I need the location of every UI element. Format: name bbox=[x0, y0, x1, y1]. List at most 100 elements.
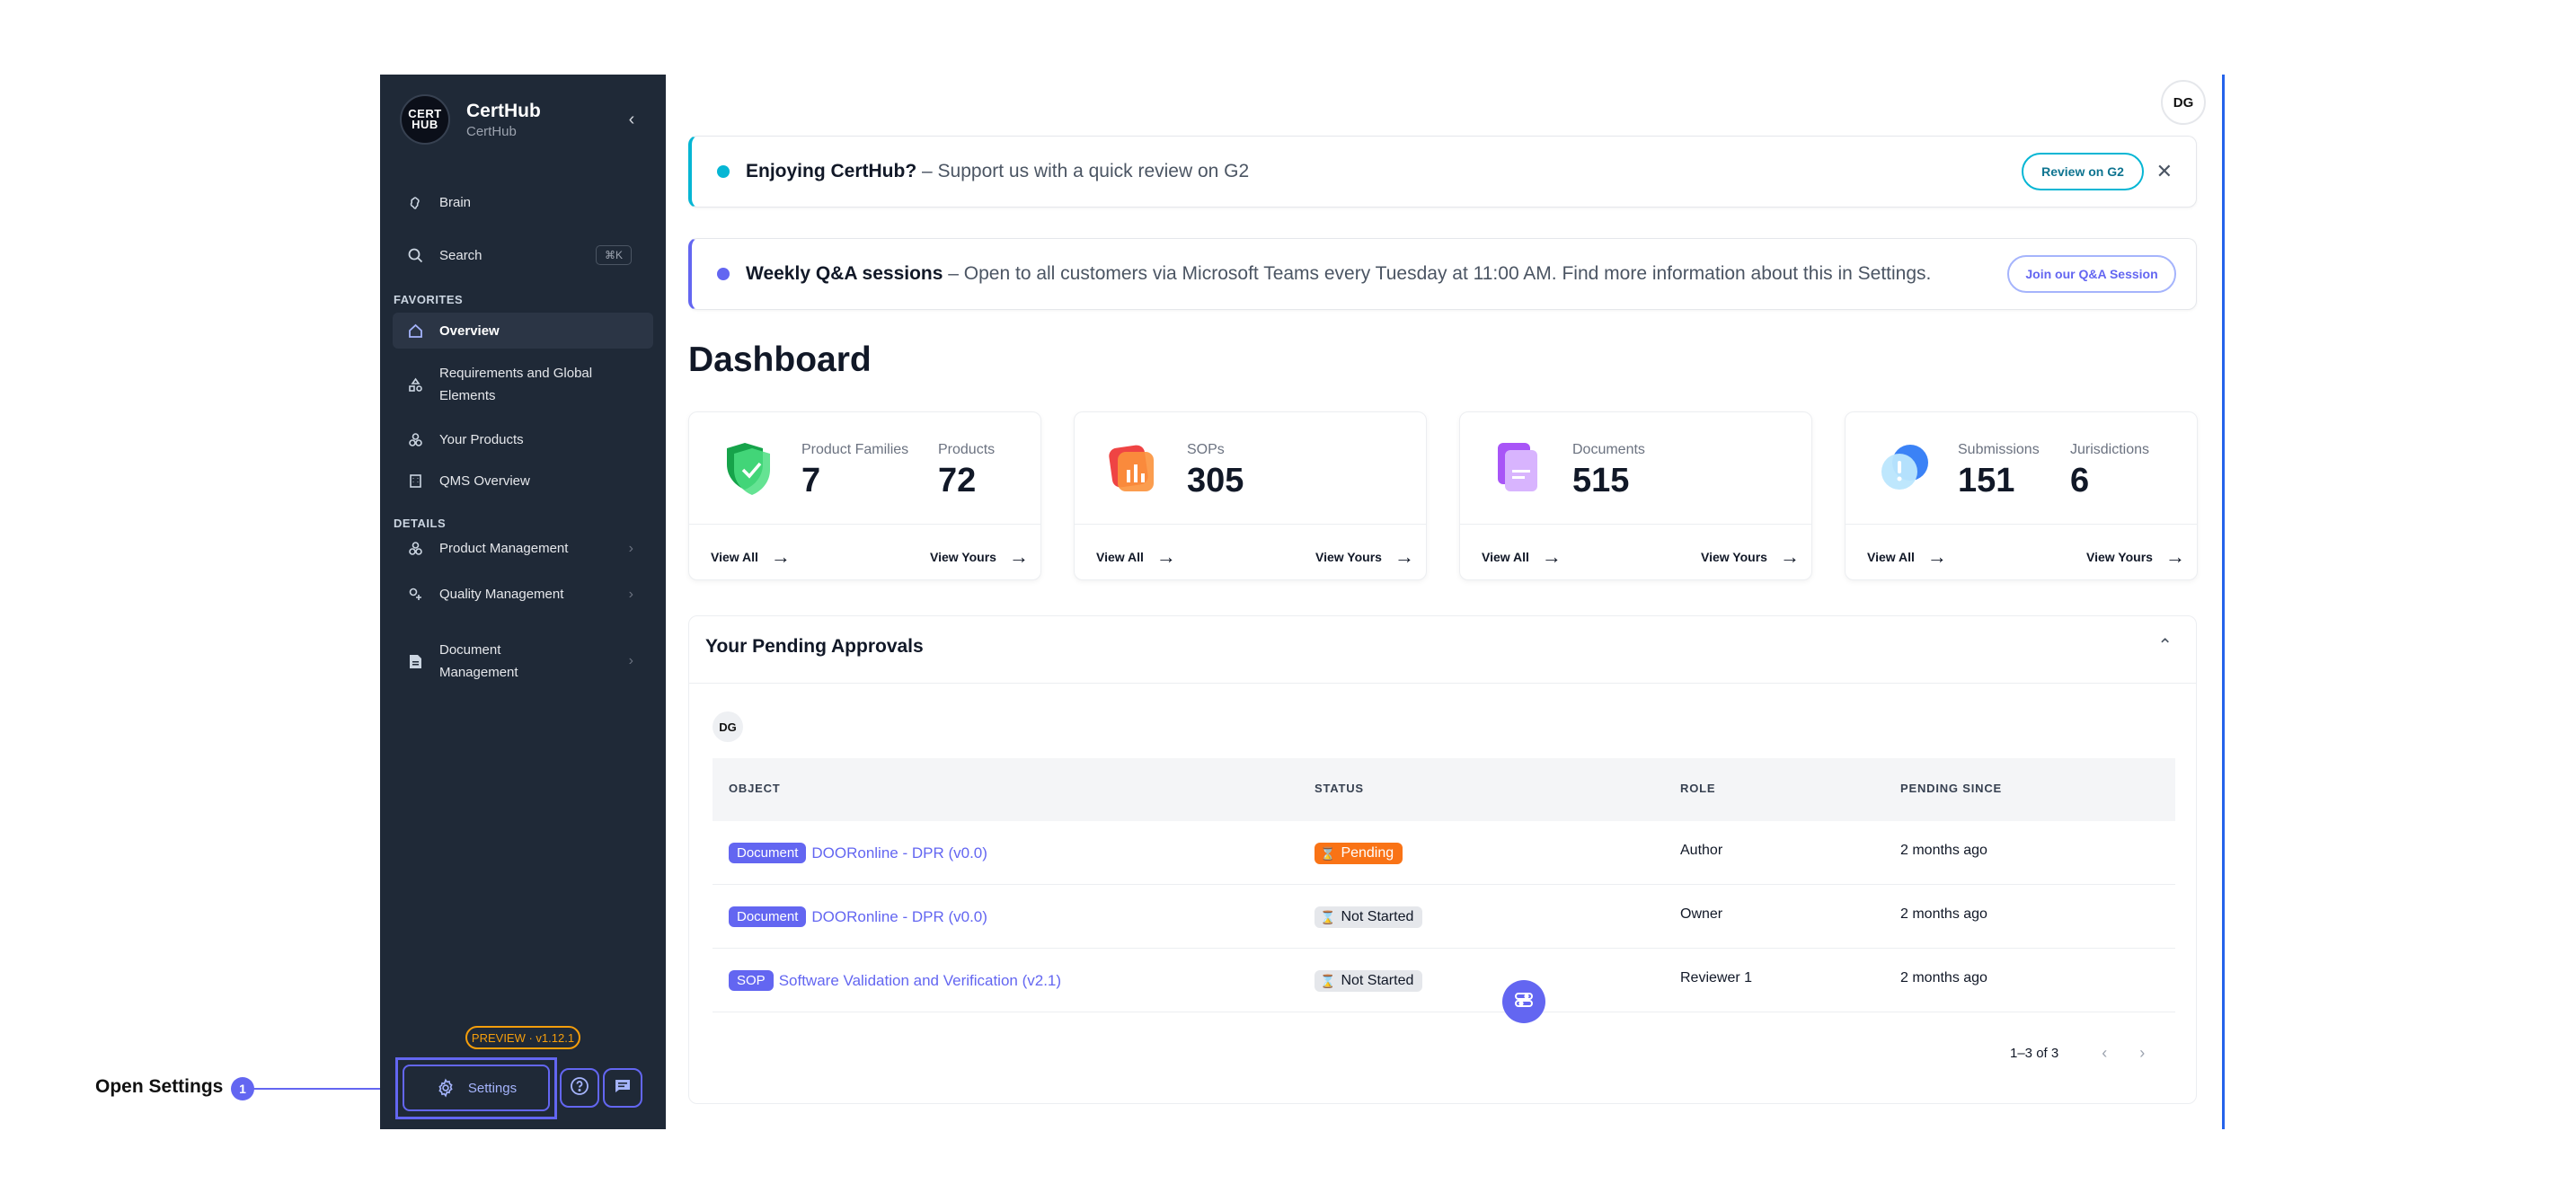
arrow-right-icon: → bbox=[1155, 545, 1176, 568]
search-icon bbox=[405, 246, 425, 266]
sidebar-item-label: Your Products bbox=[439, 432, 524, 447]
details-section-label: DETAILS bbox=[394, 517, 447, 530]
view-all-link[interactable]: View All → bbox=[711, 545, 791, 569]
quick-actions-button[interactable] bbox=[1502, 980, 1545, 1023]
sidebar-item-label: Quality Management bbox=[439, 587, 564, 602]
arrow-right-icon: → bbox=[770, 545, 791, 568]
card-divider bbox=[1075, 524, 1426, 525]
favorites-section-label: FAVORITES bbox=[394, 293, 464, 306]
pending-approvals-panel: Your Pending Approvals ⌃ DG OBJECT STATU… bbox=[688, 615, 2197, 1104]
user-filter-avatar[interactable]: DG bbox=[713, 711, 743, 742]
annotation-connector bbox=[244, 1088, 395, 1090]
stat-value: 7 bbox=[801, 462, 821, 499]
shapes-icon bbox=[405, 375, 425, 394]
link-label: View All bbox=[711, 550, 758, 564]
stat-card-sops: SOPs 305 View All → View Yours → bbox=[1074, 411, 1427, 580]
object-type-badge: SOP bbox=[729, 970, 774, 991]
stat-label: SOPs bbox=[1187, 442, 1225, 457]
arrow-right-icon: → bbox=[1779, 545, 1800, 568]
object-cell[interactable]: Document DOORonline - DPR (v0.0) bbox=[729, 906, 987, 927]
card-divider bbox=[689, 524, 1040, 525]
object-cell[interactable]: SOP Software Validation and Verification… bbox=[729, 970, 1061, 991]
sidebar-item-requirements[interactable]: Requirements and Global Elements bbox=[393, 362, 635, 407]
chat-button[interactable] bbox=[603, 1068, 642, 1108]
pending-since-cell: 2 months ago bbox=[1900, 906, 1987, 922]
brand[interactable]: CERT HUB CertHub CertHub bbox=[400, 94, 541, 145]
chevron-left-icon[interactable]: ‹ bbox=[2102, 1044, 2108, 1062]
column-header[interactable]: ROLE bbox=[1680, 782, 1716, 795]
chevron-up-icon[interactable]: ⌃ bbox=[2157, 636, 2173, 656]
stat-label: Product Families bbox=[801, 442, 909, 457]
divider bbox=[689, 683, 2196, 684]
status-badge: ⌛ Not Started bbox=[1315, 906, 1423, 928]
object-link[interactable]: DOORonline - DPR (v0.0) bbox=[811, 844, 987, 862]
view-yours-link[interactable]: View Yours → bbox=[1315, 545, 1414, 569]
banner-text: Weekly Q&A sessions – Open to all custom… bbox=[746, 263, 1931, 285]
object-link[interactable]: DOORonline - DPR (v0.0) bbox=[811, 907, 987, 925]
column-header[interactable]: PENDING SINCE bbox=[1900, 782, 2002, 795]
user-avatar[interactable]: DG bbox=[2161, 80, 2206, 125]
quality-icon bbox=[405, 585, 425, 605]
sidebar-item-your-products[interactable]: Your Products bbox=[393, 429, 653, 451]
building-icon bbox=[405, 472, 425, 491]
stat-products: Products 72 bbox=[938, 442, 995, 500]
link-label: View Yours bbox=[1315, 550, 1382, 564]
stat-documents: Documents 515 bbox=[1572, 442, 1645, 500]
banner-dot bbox=[717, 268, 730, 280]
help-icon bbox=[570, 1076, 589, 1100]
chevron-right-icon[interactable]: › bbox=[2139, 1044, 2146, 1062]
stat-label: Jurisdictions bbox=[2070, 442, 2150, 457]
sidebar-item-quality-management[interactable]: Quality Management › bbox=[393, 583, 653, 605]
document-stack-icon bbox=[1489, 439, 1548, 499]
link-label: View All bbox=[1482, 550, 1529, 564]
status-badge: ⌛ Not Started bbox=[1315, 970, 1423, 992]
sidebar-item-document-management[interactable]: Document Management › bbox=[393, 639, 635, 684]
review-on-g2-button[interactable]: Review on G2 bbox=[2022, 153, 2144, 190]
sidebar-item-product-management[interactable]: Product Management › bbox=[393, 537, 653, 560]
sidebar-item-label: Product Management bbox=[439, 541, 569, 556]
column-header[interactable]: STATUS bbox=[1315, 782, 1364, 795]
collapse-sidebar-icon[interactable]: ‹ bbox=[628, 109, 635, 129]
join-qa-session-button[interactable]: Join our Q&A Session bbox=[2007, 255, 2176, 293]
page-title: Dashboard bbox=[688, 340, 872, 379]
status-label: Not Started bbox=[1341, 973, 1414, 988]
card-divider bbox=[1846, 524, 2197, 525]
role-cell: Reviewer 1 bbox=[1680, 970, 1753, 985]
role-cell: Owner bbox=[1680, 906, 1723, 922]
status-cell: ⌛ Not Started bbox=[1315, 970, 1423, 992]
view-all-link[interactable]: View All → bbox=[1867, 545, 1947, 569]
version-badge: PREVIEW · v1.12.1 bbox=[465, 1026, 580, 1049]
close-icon[interactable]: ✕ bbox=[2156, 160, 2173, 182]
object-cell[interactable]: Document DOORonline - DPR (v0.0) bbox=[729, 843, 987, 863]
table-row[interactable]: Document DOORonline - DPR (v0.0) ⌛ Not St… bbox=[713, 885, 2175, 949]
annotation-badge: 1 bbox=[231, 1077, 254, 1100]
annotation-label: Open Settings bbox=[95, 1076, 224, 1097]
stat-value: 151 bbox=[1958, 462, 2015, 499]
status-label: Pending bbox=[1341, 845, 1394, 861]
brand-name: CertHub bbox=[466, 100, 541, 121]
object-link[interactable]: Software Validation and Verification (v2… bbox=[778, 971, 1062, 989]
settings-button[interactable]: Settings bbox=[403, 1065, 550, 1111]
table-row[interactable]: Document DOORonline - DPR (v0.0) ⌛ Pendin… bbox=[713, 821, 2175, 885]
sidebar-item-search[interactable]: Search bbox=[393, 244, 653, 267]
stat-sops: SOPs 305 bbox=[1187, 442, 1244, 500]
view-all-link[interactable]: View All → bbox=[1482, 545, 1562, 569]
help-button[interactable] bbox=[560, 1068, 599, 1108]
object-type-badge: Document bbox=[729, 843, 807, 863]
shield-check-icon bbox=[718, 439, 777, 499]
view-yours-link[interactable]: View Yours → bbox=[1701, 545, 1800, 569]
sidebar-item-brain[interactable]: Brain bbox=[393, 191, 653, 214]
view-yours-link[interactable]: View Yours → bbox=[2086, 545, 2185, 569]
arrow-right-icon: → bbox=[2164, 545, 2185, 568]
stat-card-products: Product Families 7 Products 72 View All →… bbox=[688, 411, 1041, 580]
sidebar-item-label: Requirements and Global Elements bbox=[439, 366, 593, 403]
table-row[interactable]: SOP Software Validation and Verification… bbox=[713, 949, 2175, 1012]
stat-label: Documents bbox=[1572, 442, 1645, 457]
sidebar-item-overview[interactable]: Overview bbox=[393, 313, 653, 349]
arrow-right-icon: → bbox=[1394, 545, 1414, 568]
view-all-link[interactable]: View All → bbox=[1096, 545, 1176, 569]
qa-banner: Weekly Q&A sessions – Open to all custom… bbox=[688, 238, 2197, 310]
sidebar-item-qms-overview[interactable]: QMS Overview bbox=[393, 470, 653, 492]
view-yours-link[interactable]: View Yours → bbox=[930, 545, 1029, 569]
column-header[interactable]: OBJECT bbox=[729, 782, 781, 795]
